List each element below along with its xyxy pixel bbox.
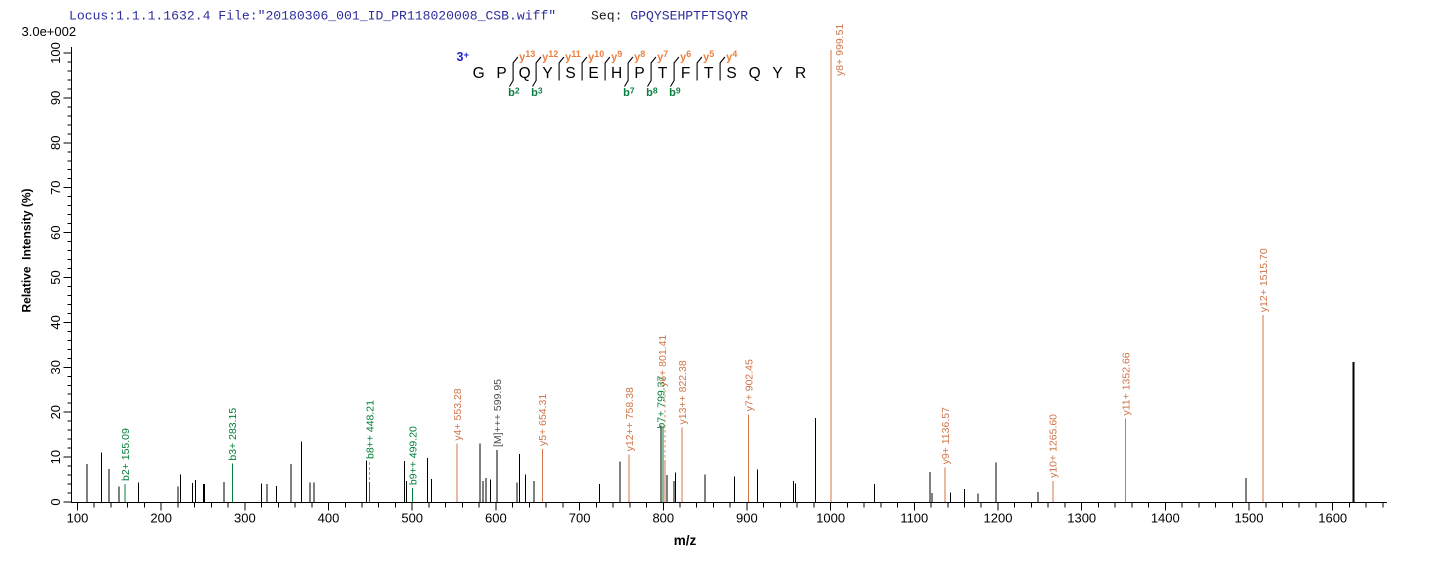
svg-text:y6+ 801.41: y6+ 801.41 bbox=[657, 335, 669, 387]
svg-text:1100: 1100 bbox=[900, 511, 928, 526]
svg-text:b7: b7 bbox=[623, 86, 635, 100]
svg-text:G: G bbox=[473, 65, 485, 82]
svg-text:y9: y9 bbox=[611, 49, 622, 64]
svg-text:Y: Y bbox=[542, 65, 552, 82]
svg-text:b2: b2 bbox=[508, 86, 520, 100]
svg-text:S: S bbox=[726, 65, 736, 82]
svg-text:y8+ 999.51: y8+ 999.51 bbox=[834, 24, 846, 76]
svg-text:H: H bbox=[611, 65, 622, 82]
svg-text:1000: 1000 bbox=[816, 511, 845, 526]
svg-text:b3: b3 bbox=[531, 86, 543, 100]
svg-text:200: 200 bbox=[150, 511, 172, 526]
svg-text:y10+ 1265.60: y10+ 1265.60 bbox=[1048, 414, 1060, 478]
svg-text:R: R bbox=[795, 65, 806, 82]
svg-text:1600: 1600 bbox=[1318, 511, 1347, 526]
svg-text:y12+ 1515.70: y12+ 1515.70 bbox=[1258, 248, 1270, 312]
svg-text:30: 30 bbox=[48, 360, 63, 374]
svg-text:Locus:1.1.1.1632.4 File:"20180: Locus:1.1.1.1632.4 File:"20180306_001_ID… bbox=[69, 9, 556, 24]
svg-text:60: 60 bbox=[48, 225, 63, 239]
svg-text:Q: Q bbox=[749, 65, 761, 82]
svg-text:y4: y4 bbox=[726, 49, 737, 64]
svg-text:b8: b8 bbox=[646, 86, 658, 100]
svg-text:1400: 1400 bbox=[1151, 511, 1180, 526]
svg-text:y9+ 1136.57: y9+ 1136.57 bbox=[940, 407, 952, 464]
svg-text:y6: y6 bbox=[680, 49, 691, 64]
svg-text:b7+ 799.37: b7+ 799.37 bbox=[655, 375, 667, 428]
svg-text:0: 0 bbox=[48, 498, 63, 505]
svg-text:[M]+++ 599.95: [M]+++ 599.95 bbox=[492, 379, 504, 447]
svg-text:700: 700 bbox=[569, 511, 591, 526]
svg-text:P: P bbox=[634, 65, 644, 82]
svg-text:T: T bbox=[704, 65, 714, 82]
svg-text:m/z: m/z bbox=[674, 533, 697, 548]
svg-text:80: 80 bbox=[48, 136, 63, 150]
svg-text:70: 70 bbox=[48, 180, 63, 194]
svg-text:10: 10 bbox=[48, 450, 63, 464]
svg-text:3+: 3+ bbox=[457, 50, 470, 64]
svg-text:300: 300 bbox=[234, 511, 256, 526]
svg-text:F: F bbox=[681, 65, 690, 82]
svg-text:500: 500 bbox=[401, 511, 423, 526]
svg-text:400: 400 bbox=[318, 511, 340, 526]
svg-text:y13++ 822.38: y13++ 822.38 bbox=[677, 360, 689, 424]
svg-text:20: 20 bbox=[48, 405, 63, 419]
svg-text:b9: b9 bbox=[669, 86, 681, 100]
svg-text:100: 100 bbox=[48, 42, 63, 64]
svg-text:b3+ 283.15: b3+ 283.15 bbox=[227, 408, 239, 461]
svg-text:3.0e+002: 3.0e+002 bbox=[22, 24, 77, 39]
svg-text:600: 600 bbox=[485, 511, 507, 526]
svg-text:900: 900 bbox=[736, 511, 758, 526]
svg-text:y7: y7 bbox=[657, 49, 668, 64]
svg-text:y11+ 1352.66: y11+ 1352.66 bbox=[1120, 352, 1132, 415]
svg-text:Q: Q bbox=[519, 65, 531, 82]
svg-text:y5+ 654.31: y5+ 654.31 bbox=[537, 394, 549, 446]
svg-text:Relative Intensity (%): Relative Intensity (%) bbox=[20, 188, 34, 312]
svg-text:800: 800 bbox=[652, 511, 674, 526]
svg-text:1500: 1500 bbox=[1235, 511, 1264, 526]
svg-text:50: 50 bbox=[48, 270, 63, 284]
svg-text:90: 90 bbox=[48, 91, 63, 105]
svg-text:y8: y8 bbox=[634, 49, 645, 64]
svg-text:y12++ 758.38: y12++ 758.38 bbox=[624, 387, 636, 451]
svg-text:1200: 1200 bbox=[984, 511, 1013, 526]
svg-text:y4+ 553.28: y4+ 553.28 bbox=[452, 388, 464, 440]
svg-text:P: P bbox=[496, 65, 506, 82]
svg-text:b8++ 448.21: b8++ 448.21 bbox=[365, 400, 377, 459]
svg-text:40: 40 bbox=[48, 315, 63, 329]
svg-text:1300: 1300 bbox=[1067, 511, 1096, 526]
svg-text:Seq:: Seq: bbox=[591, 9, 622, 24]
svg-text:S: S bbox=[565, 65, 575, 82]
svg-text:Y: Y bbox=[772, 65, 782, 82]
svg-text:y5: y5 bbox=[703, 49, 714, 64]
svg-text:E: E bbox=[588, 65, 598, 82]
svg-text:100: 100 bbox=[67, 511, 89, 526]
svg-text:GPQYSEHPTFTSQYR: GPQYSEHPTFTSQYR bbox=[630, 9, 748, 24]
svg-text:T: T bbox=[658, 65, 668, 82]
svg-text:b2+ 155.09: b2+ 155.09 bbox=[120, 428, 132, 481]
svg-text:y7+ 902.45: y7+ 902.45 bbox=[744, 359, 756, 411]
svg-text:b9++ 499.20: b9++ 499.20 bbox=[407, 426, 419, 485]
